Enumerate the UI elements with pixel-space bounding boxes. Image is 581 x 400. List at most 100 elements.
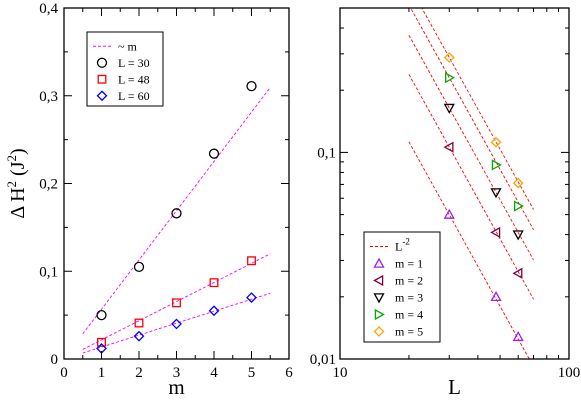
data-point <box>443 208 455 219</box>
legend-label: m = 2 <box>395 274 423 288</box>
data-point <box>490 226 501 239</box>
data-point <box>208 305 220 317</box>
y-tick-label: 0,1 <box>317 145 336 161</box>
legend-marker <box>373 293 385 304</box>
legend: ~ m L = 30 L = 48 L = 60 <box>86 31 164 107</box>
y-tick-label: 0,2 <box>39 177 58 193</box>
data-point <box>490 136 502 148</box>
x-axis-label: m <box>168 375 184 399</box>
fit-lines <box>408 8 534 359</box>
y-axis-label: Δ H2 (J2) <box>4 148 29 218</box>
x-tick-label: 6 <box>285 365 293 381</box>
fit-line-1 <box>82 87 271 335</box>
legend-label: L-2 <box>395 237 410 254</box>
data-point <box>97 337 106 347</box>
y-tick-label: 0,4 <box>39 1 58 17</box>
legend-marker <box>96 90 108 102</box>
legend-label: L = 60 <box>118 89 150 103</box>
legend-marker <box>373 274 384 287</box>
legend-label: m = 4 <box>395 308 423 322</box>
data-point <box>512 331 524 342</box>
data-point <box>133 261 145 273</box>
legend-marker <box>96 57 108 68</box>
data-point <box>133 330 145 342</box>
series-2 <box>97 256 256 347</box>
legend-label: L = 48 <box>118 72 150 86</box>
plot-frame <box>339 7 570 360</box>
data-point <box>512 267 523 279</box>
data-point <box>512 230 524 241</box>
fit-line-4 <box>410 8 534 230</box>
data-point <box>171 318 182 330</box>
y-tick-label: 0,1 <box>39 264 58 280</box>
data-point <box>209 278 219 288</box>
chart-left: 0 1 2 3 4 5 600,10,20,30,4mΔ H2 (J2)~ mL = 30L… <box>4 1 293 399</box>
data-point <box>490 188 502 199</box>
axis-ticks <box>339 7 570 360</box>
x-tick-label: 1 <box>98 365 106 381</box>
fit-line-2 <box>408 74 534 300</box>
fit-lines <box>82 87 271 354</box>
legend-label: m = 1 <box>395 257 423 271</box>
y-tick-label: 0,3 <box>39 89 58 105</box>
series-3 <box>96 292 257 354</box>
x-tick-label: 100 <box>558 365 581 381</box>
y-axis-label-close: ) <box>7 148 29 155</box>
y-axis-label-unit-sup: 2 <box>4 155 19 162</box>
data-point <box>96 309 107 321</box>
legend-label: L = 30 <box>118 56 150 70</box>
data-point <box>443 141 454 153</box>
data-point <box>208 148 220 159</box>
data-point <box>445 72 456 84</box>
data-point <box>513 200 525 212</box>
fit-line-3 <box>82 292 271 354</box>
y-tick-label: 0 <box>51 352 59 368</box>
fit-line-1 <box>408 141 530 359</box>
series-1 <box>96 80 257 321</box>
legend-label: m = 3 <box>395 291 423 305</box>
legend-box <box>363 231 441 343</box>
x-tick-label: 3 <box>173 365 181 381</box>
y-axis-label-unit: (J <box>7 161 29 181</box>
data-point <box>490 290 502 302</box>
x-tick-label: 5 <box>248 365 256 381</box>
legend-label-sup: -2 <box>402 237 410 247</box>
data-point <box>172 298 181 308</box>
series-2 <box>443 141 523 279</box>
data-point <box>512 177 524 189</box>
data-point <box>134 318 144 328</box>
legend-label: ~ m <box>118 39 137 53</box>
y-axis-label-sup: 2 <box>4 181 19 188</box>
series-1 <box>443 208 524 342</box>
data-point <box>171 208 182 219</box>
series-3 <box>443 103 524 241</box>
series-4 <box>445 72 525 212</box>
data-point <box>443 103 455 114</box>
legend-label-main: L <box>395 240 402 254</box>
axis-ticks <box>63 7 290 360</box>
data-point <box>443 52 455 63</box>
legend-marker <box>97 74 107 84</box>
legend-marker <box>373 257 385 268</box>
fit-line-2 <box>82 253 271 350</box>
x-tick-label: 10 <box>333 365 348 381</box>
fit-line-5 <box>421 8 534 210</box>
x-tick-label: 4 <box>210 365 218 381</box>
data-point <box>247 256 256 266</box>
data-point <box>491 159 502 171</box>
x-axis-label: L <box>448 375 461 399</box>
legend-marker <box>373 326 385 337</box>
legend-marker <box>374 308 385 321</box>
x-tick-label: 2 <box>135 365 143 381</box>
series-5 <box>443 52 524 189</box>
data-point <box>246 80 257 92</box>
y-axis-label-main: Δ H <box>7 187 29 218</box>
y-tick-label: 0,01 <box>310 352 336 368</box>
legend: L-2 m = 1 m = 2 m = 3 m = 4 m = 5 <box>363 231 441 343</box>
fit-line-3 <box>408 35 534 261</box>
x-tick-label: 0 <box>60 365 68 381</box>
legend-label: m = 5 <box>395 325 423 339</box>
data-point <box>246 292 257 303</box>
